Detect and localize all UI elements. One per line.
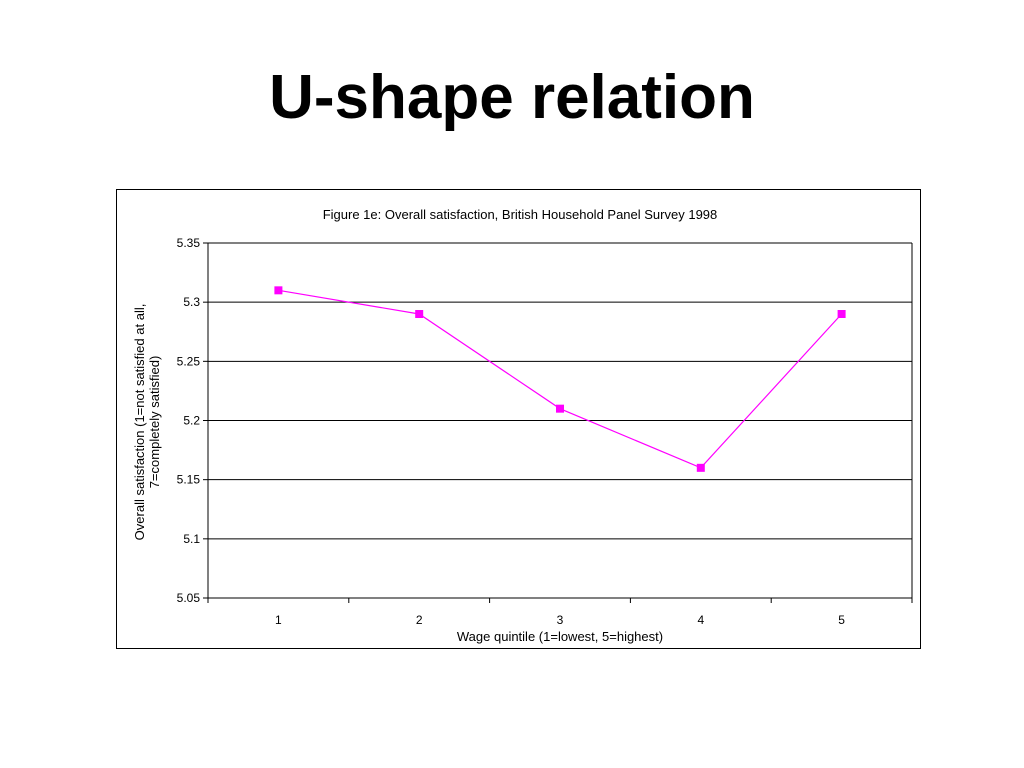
series-line — [278, 289, 843, 469]
y-tick-label: 5.25 — [177, 354, 201, 368]
y-tick-labels: 5.05 5.1 5.15 5.2 5.25 5.3 5.35 — [177, 236, 201, 605]
x-axis-label: Wage quintile (1=lowest, 5=highest) — [457, 629, 663, 644]
x-tick-labels: 1 2 3 4 5 — [275, 613, 845, 627]
y-tick-label: 5.15 — [177, 473, 201, 487]
x-tick-label: 1 — [275, 613, 282, 627]
data-point — [415, 310, 424, 318]
y-tick-label: 5.2 — [183, 414, 200, 428]
chart-title: Figure 1e: Overall satisfaction, British… — [323, 207, 718, 222]
series-layer — [274, 286, 846, 472]
axes — [203, 242, 913, 603]
y-axis-label: Overall satisfaction (1=not satisfied at… — [132, 304, 162, 541]
y-tick-label: 5.1 — [183, 532, 200, 546]
data-point — [837, 310, 846, 318]
gridlines — [208, 242, 912, 540]
line-chart: Figure 1e: Overall satisfaction, British… — [132, 207, 913, 644]
x-tick-label: 5 — [838, 613, 845, 627]
x-tick-label: 3 — [557, 613, 564, 627]
y-axis-label-line: 7=completely satisfied) — [147, 356, 162, 489]
y-tick-label: 5.3 — [183, 295, 200, 309]
data-point — [696, 463, 705, 472]
x-tick-label: 4 — [697, 613, 704, 627]
chart-frame: Figure 1e: Overall satisfaction, British… — [116, 189, 921, 649]
slide-title: U-shape relation — [269, 63, 755, 132]
y-axis-label-line: Overall satisfaction (1=not satisfied at… — [132, 304, 147, 541]
x-tick-label: 2 — [416, 613, 423, 627]
y-tick-label: 5.05 — [177, 591, 201, 605]
data-point — [556, 404, 564, 413]
data-point — [274, 286, 283, 295]
y-tick-label: 5.35 — [177, 236, 201, 250]
